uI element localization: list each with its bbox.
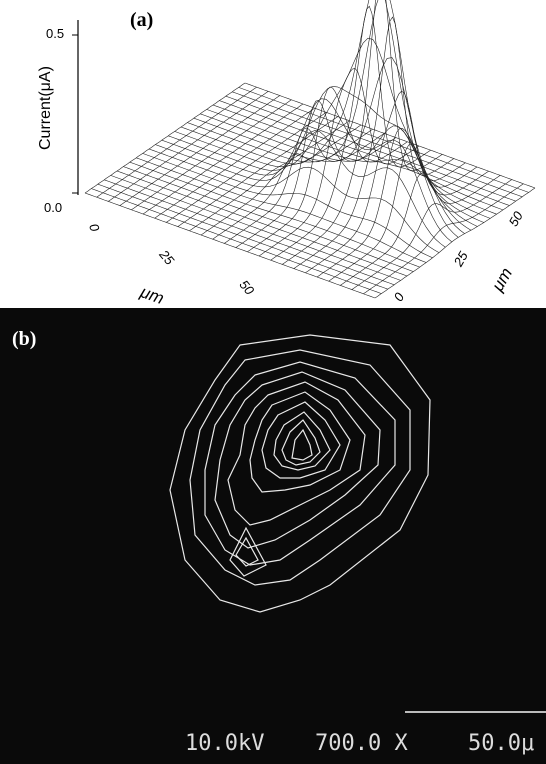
panel-label: (b): [12, 328, 36, 350]
mesh-line: [232, 91, 523, 198]
y-tick-label: 25: [450, 248, 471, 270]
mesh-line: [119, 95, 280, 206]
mesh-line: [123, 166, 414, 272]
mesh-line: [166, 112, 327, 223]
mesh-line: [148, 148, 440, 253]
mesh-line: [136, 157, 427, 263]
mesh-line: [177, 116, 338, 227]
mesh-line: [161, 98, 452, 243]
x-tick-label: 25: [156, 246, 178, 268]
mesh-line: [258, 68, 420, 257]
mesh-line: [131, 99, 292, 211]
mesh-line: [328, 143, 489, 282]
sem-image: (b) 10.0kV 700.0 X 50.0μ: [0, 308, 546, 764]
mesh-line: [84, 82, 246, 194]
mesh-line: [206, 109, 497, 215]
mesh-line: [247, 86, 408, 253]
mesh-line: [174, 37, 465, 234]
mesh-line: [200, 113, 491, 219]
mesh-line: [374, 187, 536, 299]
mesh-line: [212, 128, 373, 240]
mesh-line: [219, 100, 510, 206]
x-tick-label: 50: [236, 277, 257, 298]
x-tick-label: 0: [86, 222, 103, 235]
sem-background: [0, 308, 546, 764]
surface-plot: 0.5 0.0 Current(μA) (a) 0 25 50 75 μm 0 …: [37, 0, 536, 326]
mesh-line: [142, 153, 433, 259]
mesh-line: [238, 87, 529, 193]
mesh-line: [189, 120, 350, 232]
mesh-line: [225, 95, 516, 202]
mesh-line: [193, 57, 484, 223]
mesh-line: [305, 90, 466, 274]
voltage: 10.0kV: [185, 731, 264, 756]
mesh-line: [110, 175, 401, 281]
mesh-line: [187, 0, 478, 227]
mesh-line: [180, 0, 472, 231]
mesh-line: [116, 170, 408, 277]
mesh-line: [97, 183, 388, 290]
mesh-line: [200, 124, 362, 236]
mesh-line: [363, 183, 524, 295]
z-tick-label: 0.5: [46, 26, 64, 41]
mesh-line: [282, 0, 443, 265]
mesh-line: [96, 86, 257, 198]
mesh-line: [351, 179, 512, 290]
y-tick-label: 0: [391, 289, 408, 303]
mesh-line: [108, 91, 269, 202]
mesh-line: [142, 103, 304, 215]
z-axis-label: Current(μA): [37, 66, 54, 150]
mesh-line: [168, 86, 459, 238]
mesh-line: [154, 107, 315, 219]
mesh-line: [129, 161, 420, 268]
mesh-line: [340, 172, 501, 286]
mesh-line: [84, 192, 376, 299]
mesh-line: [212, 104, 504, 211]
mesh-line: [316, 128, 478, 278]
contours: [169, 334, 431, 613]
magnification: 700.0 X: [315, 731, 408, 756]
panel-label: (a): [130, 9, 153, 31]
mesh-line: [244, 82, 536, 189]
scale-text: 50.0μ: [468, 731, 534, 756]
x-axis-label: μm: [137, 282, 167, 308]
z-tick-label: 0.0: [44, 200, 62, 215]
mesh-line: [293, 16, 454, 269]
mesh-line: [91, 188, 382, 294]
mesh-line: [104, 179, 395, 286]
mesh-line: [224, 127, 385, 244]
mesh-line: [270, 5, 431, 261]
mesh-line: [235, 99, 396, 248]
y-axis-label: μm: [487, 264, 516, 295]
y-tick-label: 50: [506, 208, 527, 229]
